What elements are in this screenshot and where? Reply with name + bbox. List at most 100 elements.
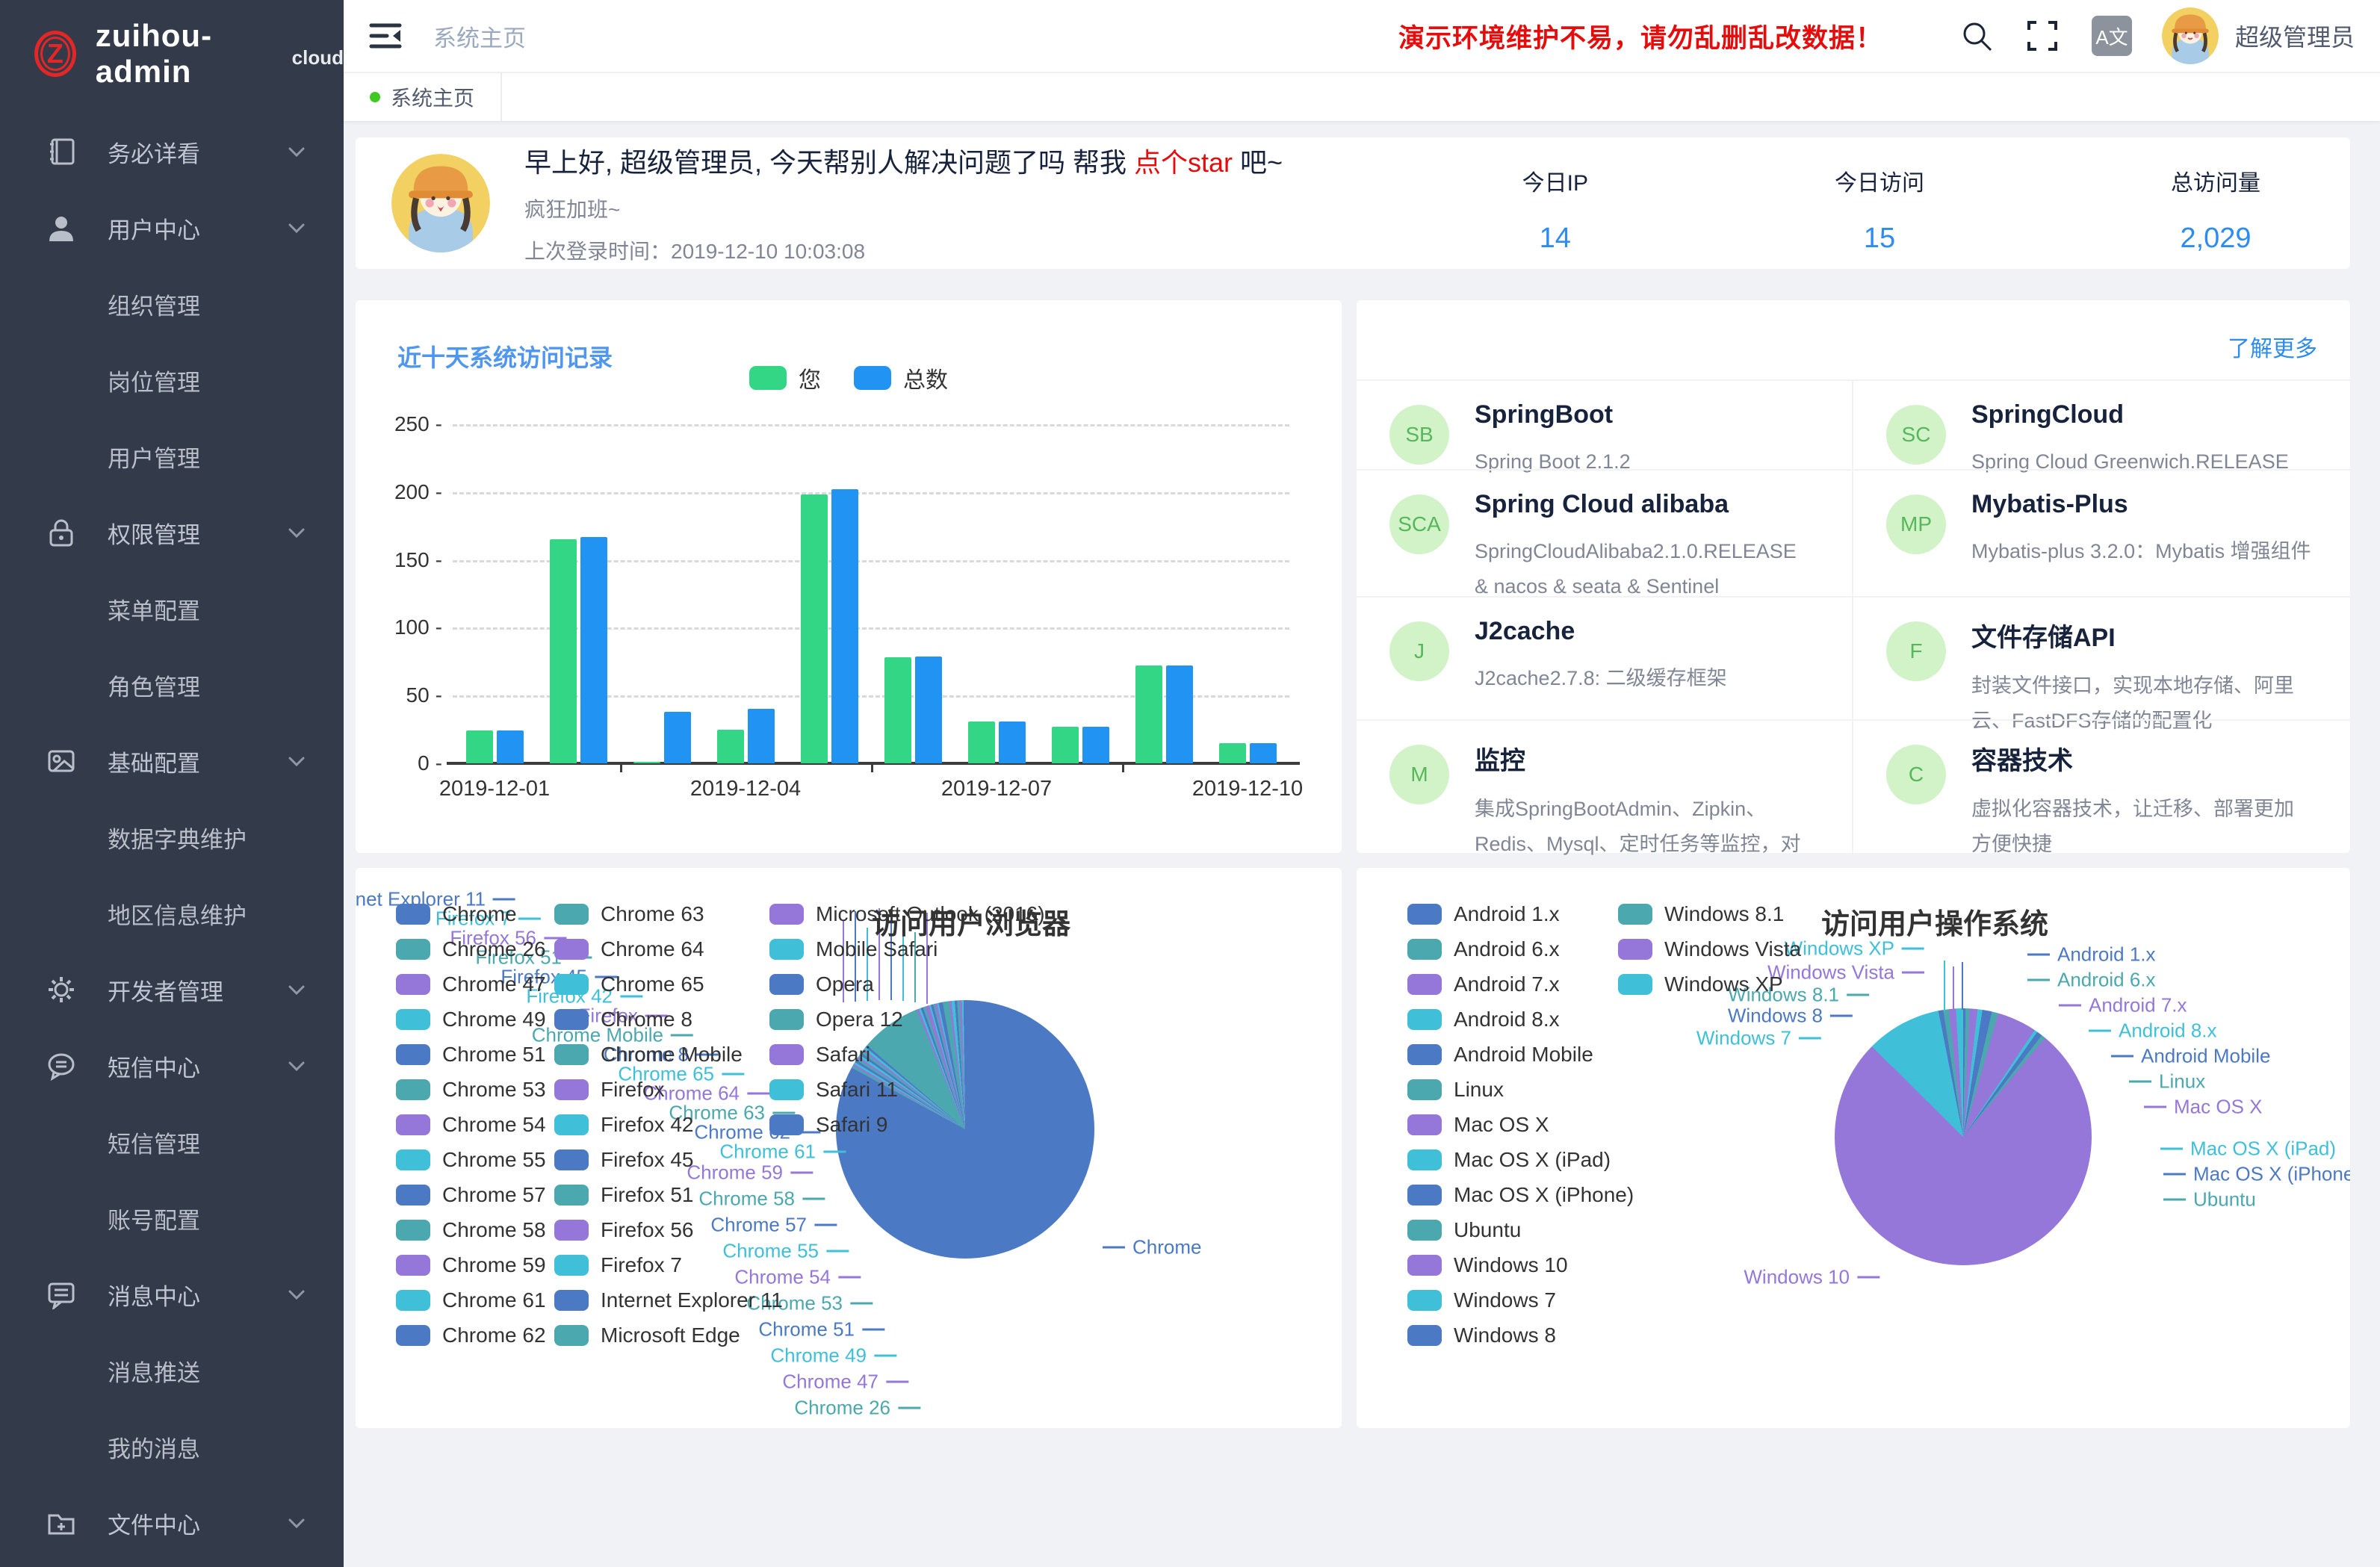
menu-fold-icon[interactable] <box>369 21 402 51</box>
os-legend-Ubuntu[interactable]: Ubuntu <box>1407 1218 1521 1242</box>
os-legend-Mac OS X (iPad)[interactable]: Mac OS X (iPad) <box>1407 1148 1611 1172</box>
browser-legend-Opera[interactable]: Opera <box>769 972 874 996</box>
legend-label: Android 7.x <box>1454 972 1560 996</box>
browser-legend-Chrome 59[interactable]: Chrome 59 <box>396 1253 546 1277</box>
legend-label: Windows 8.1 <box>1664 902 1784 926</box>
browser-legend-Microsoft Edge[interactable]: Microsoft Edge <box>554 1324 740 1347</box>
browser-legend-Chrome 55[interactable]: Chrome 55 <box>396 1148 546 1172</box>
browser-legend-Firefox 56[interactable]: Firefox 56 <box>554 1218 694 1242</box>
font-language-icon[interactable]: A文 <box>2092 16 2132 56</box>
os-legend-Android 1.x[interactable]: Android 1.x <box>1407 902 1560 926</box>
os-legend-Windows XP[interactable]: Windows XP <box>1618 972 1783 996</box>
sidebar-subitem-2-1[interactable]: 角色管理 <box>0 647 344 723</box>
legend-chip <box>554 1114 589 1135</box>
os-legend-Windows 7[interactable]: Windows 7 <box>1407 1288 1556 1312</box>
sidebar-subitem-3-1[interactable]: 地区信息维护 <box>0 875 344 952</box>
bar-legend-item-0[interactable]: 您 <box>749 362 821 394</box>
sidebar-item-0[interactable]: 务必详看 <box>0 114 344 190</box>
legend-label: Firefox 42 <box>601 1113 694 1137</box>
legend-chip <box>396 1325 430 1346</box>
browser-legend-Chrome 61[interactable]: Chrome 61 <box>396 1288 546 1312</box>
browser-legend-Chrome 62[interactable]: Chrome 62 <box>396 1324 546 1347</box>
star-link[interactable]: 点个star <box>1134 147 1233 178</box>
os-legend-Windows 8[interactable]: Windows 8 <box>1407 1324 1556 1347</box>
tech-card-0[interactable]: SB SpringBoot Spring Boot 2.1.2 <box>1357 379 1853 469</box>
browser-legend-Firefox 7[interactable]: Firefox 7 <box>554 1253 682 1277</box>
os-legend-Android 7.x[interactable]: Android 7.x <box>1407 972 1560 996</box>
tech-card-3[interactable]: MP Mybatis-Plus Mybatis-plus 3.2.0：Mybat… <box>1853 469 2350 596</box>
tech-card-1[interactable]: SC SpringCloud Spring Cloud Greenwich.RE… <box>1853 379 2350 469</box>
browser-legend-Chrome 57[interactable]: Chrome 57 <box>396 1183 546 1207</box>
os-legend-Windows 8.1[interactable]: Windows 8.1 <box>1618 902 1784 926</box>
learn-more-link[interactable]: 了解更多 <box>2228 330 2317 363</box>
os-legend-Linux[interactable]: Linux <box>1407 1078 1504 1102</box>
sidebar-item-5[interactable]: 短信中心 <box>0 1028 344 1104</box>
browser-legend-Firefox 45[interactable]: Firefox 45 <box>554 1148 694 1172</box>
os-legend-Mac OS X[interactable]: Mac OS X <box>1407 1113 1549 1137</box>
brand-logo[interactable]: Z zuihou-admin cloud <box>0 0 344 103</box>
tech-card-5[interactable]: F 文件存储API 封装文件接口，实现本地存储、阿里云、FastDFS存储的配置… <box>1853 596 2350 719</box>
browser-legend-Firefox[interactable]: Firefox <box>554 1078 665 1102</box>
os-legend-Windows 10[interactable]: Windows 10 <box>1407 1253 1568 1277</box>
legend-chip <box>1618 974 1652 995</box>
browser-legend-Internet Explorer 11[interactable]: Internet Explorer 11 <box>554 1288 783 1312</box>
browser-legend-Chrome 65[interactable]: Chrome 65 <box>554 972 704 996</box>
os-legend-Android 6.x[interactable]: Android 6.x <box>1407 937 1560 961</box>
browser-legend-Chrome 54[interactable]: Chrome 54 <box>396 1113 546 1137</box>
sidebar-item-2[interactable]: 权限管理 <box>0 494 344 571</box>
breadcrumb[interactable]: 系统主页 <box>433 19 526 53</box>
browser-legend-Chrome 49[interactable]: Chrome 49 <box>396 1008 546 1031</box>
os-legend-Windows Vista[interactable]: Windows Vista <box>1618 937 1801 961</box>
tab-home[interactable]: 系统主页 <box>344 73 502 121</box>
sidebar-subitem-3-0[interactable]: 数据字典维护 <box>0 799 344 875</box>
os-legend-Android 8.x[interactable]: Android 8.x <box>1407 1008 1560 1031</box>
sidebar-item-4[interactable]: 开发者管理 <box>0 952 344 1028</box>
username[interactable]: 超级管理员 <box>2235 19 2355 53</box>
sidebar-item-1[interactable]: 用户中心 <box>0 190 344 266</box>
browser-legend-Chrome 53[interactable]: Chrome 53 <box>396 1078 546 1102</box>
sidebar-subitem-5-0[interactable]: 短信管理 <box>0 1104 344 1180</box>
brand-suffix: cloud <box>292 46 344 69</box>
sidebar-subitem-6-1[interactable]: 我的消息 <box>0 1409 344 1485</box>
browser-legend-Firefox 51[interactable]: Firefox 51 <box>554 1183 694 1207</box>
os-legend-Android Mobile[interactable]: Android Mobile <box>1407 1043 1593 1067</box>
legend-label: Mac OS X (iPad) <box>1454 1148 1611 1172</box>
sidebar-subitem-6-0[interactable]: 消息推送 <box>0 1332 344 1409</box>
sidebar-item-7[interactable]: 文件中心 <box>0 1485 344 1561</box>
browser-legend-Safari 11[interactable]: Safari 11 <box>769 1078 898 1102</box>
browser-legend-Chrome 26[interactable]: Chrome 26 <box>396 937 546 961</box>
browser-legend-Safari 9[interactable]: Safari 9 <box>769 1113 888 1137</box>
sidebar-subitem-1-1[interactable]: 岗位管理 <box>0 342 344 418</box>
browser-legend-Chrome[interactable]: Chrome <box>396 902 517 926</box>
search-icon[interactable] <box>1960 19 1993 52</box>
top-header: 系统主页 演示环境维护不易，请勿乱删乱改数据！ A文 <box>344 0 2380 72</box>
sidebar-subitem-1-0[interactable]: 组织管理 <box>0 266 344 342</box>
sidebar-item-3[interactable]: 基础配置 <box>0 723 344 799</box>
browser-legend-Chrome 47[interactable]: Chrome 47 <box>396 972 546 996</box>
browser-legend-Chrome 63[interactable]: Chrome 63 <box>554 902 704 926</box>
browser-legend-Chrome 58[interactable]: Chrome 58 <box>396 1218 546 1242</box>
bar-legend-item-1[interactable]: 总数 <box>854 362 948 394</box>
tech-card-2[interactable]: SCA Spring Cloud alibaba SpringCloudAlib… <box>1357 469 1853 596</box>
legend-chip <box>554 1325 589 1346</box>
legend-chip <box>554 1009 589 1030</box>
pie-label-Mac OS X (iPhone): Mac OS X (iPhone) <box>2163 1163 2350 1186</box>
sidebar-item-6[interactable]: 消息中心 <box>0 1256 344 1332</box>
browser-legend-Chrome 8[interactable]: Chrome 8 <box>554 1008 692 1031</box>
sidebar-subitem-2-0[interactable]: 菜单配置 <box>0 571 344 647</box>
fullscreen-icon[interactable] <box>2026 19 2059 52</box>
user-avatar[interactable] <box>2162 7 2219 64</box>
sidebar-subitem-5-1[interactable]: 账号配置 <box>0 1180 344 1256</box>
browser-legend-Firefox 42[interactable]: Firefox 42 <box>554 1113 694 1137</box>
browser-legend-Chrome 64[interactable]: Chrome 64 <box>554 937 704 961</box>
sidebar-subitem-1-2[interactable]: 用户管理 <box>0 418 344 494</box>
os-legend-Mac OS X (iPhone)[interactable]: Mac OS X (iPhone) <box>1407 1183 1634 1207</box>
legend-chip <box>396 1149 430 1170</box>
browser-legend-Chrome Mobile[interactable]: Chrome Mobile <box>554 1043 743 1067</box>
tech-card-4[interactable]: J J2cache J2cache2.7.8: 二级缓存框架 <box>1357 596 1853 719</box>
sidebar-item-label: 开发者管理 <box>108 973 223 1007</box>
legend-chip <box>396 1009 430 1030</box>
browser-legend-Safari[interactable]: Safari <box>769 1043 870 1067</box>
browser-legend-Opera 12[interactable]: Opera 12 <box>769 1008 903 1031</box>
browser-legend-Chrome 51[interactable]: Chrome 51 <box>396 1043 546 1067</box>
